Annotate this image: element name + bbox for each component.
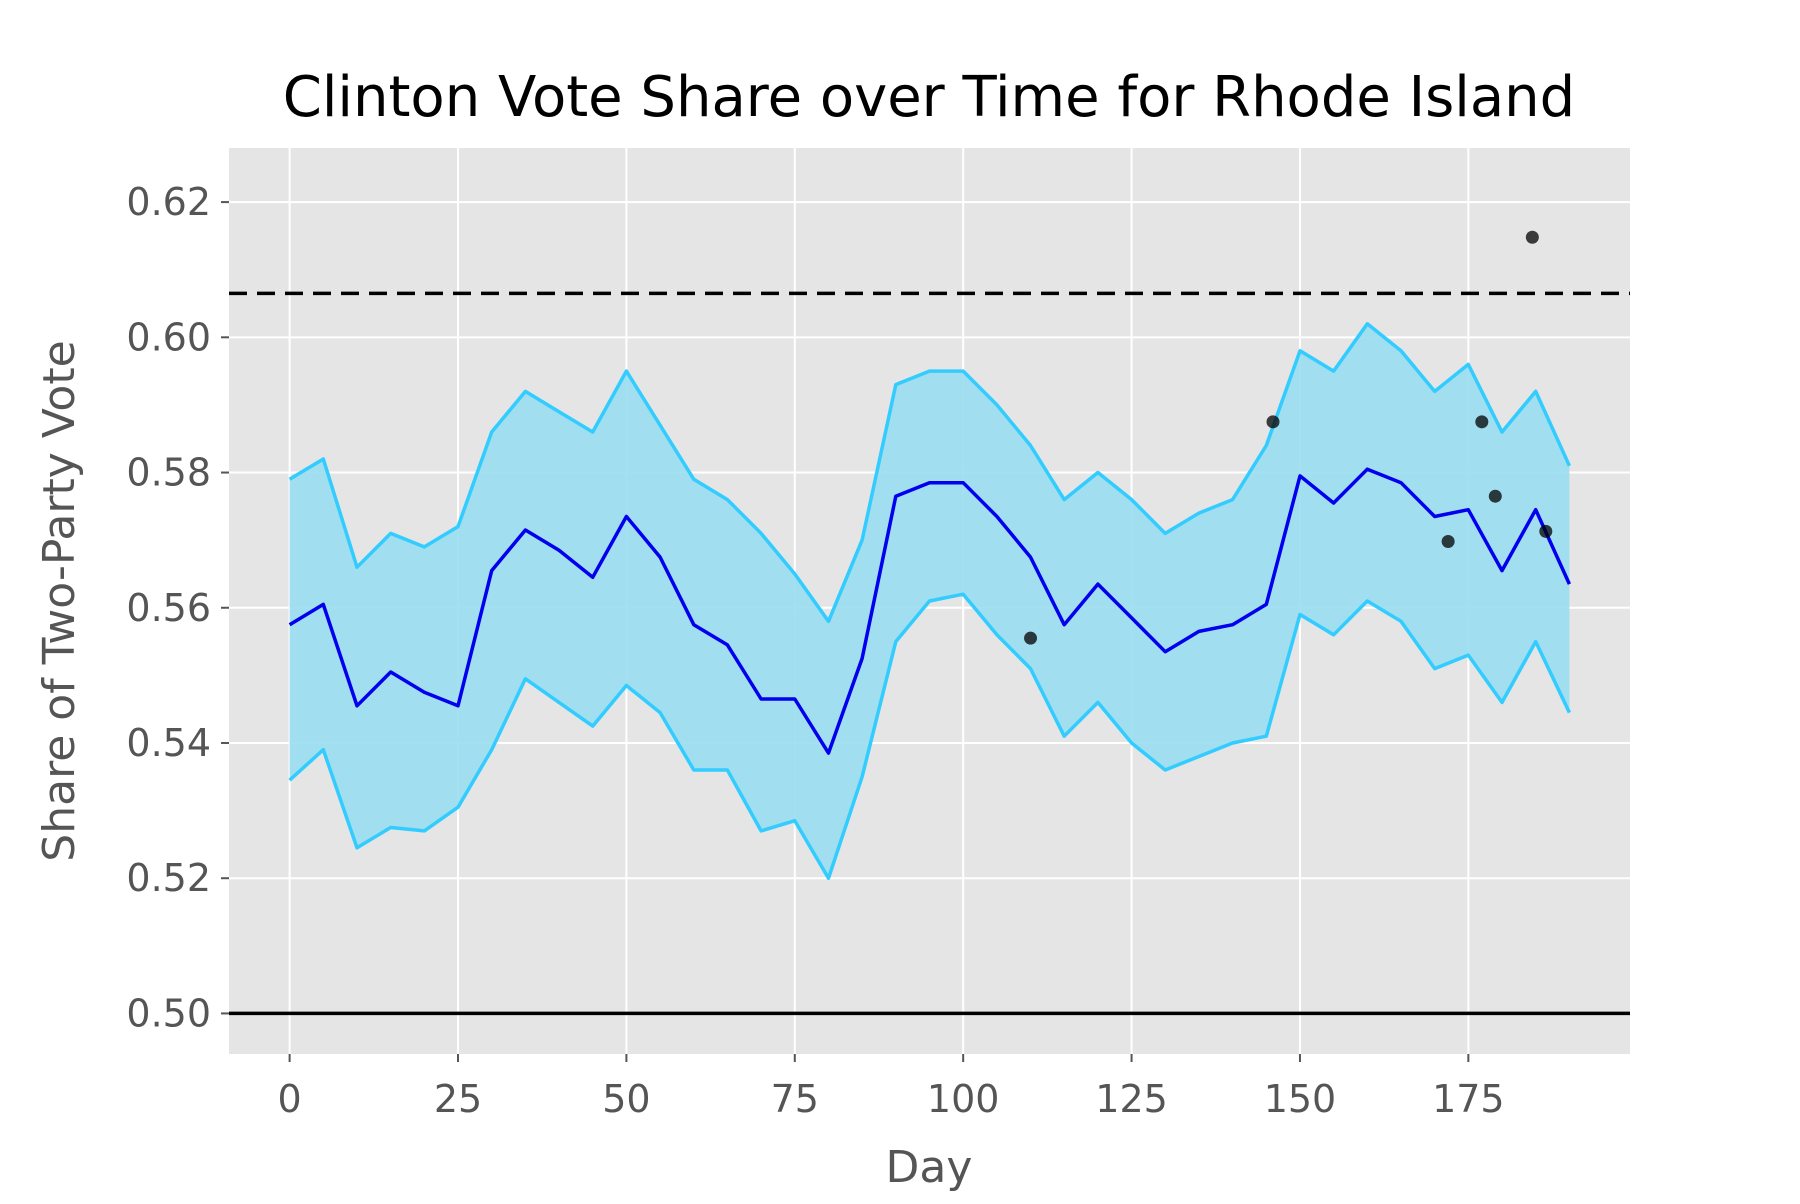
- x-tick-label: 0: [278, 1077, 302, 1121]
- reference-line-layer: [229, 291, 1630, 1016]
- x-tick-label: 100: [927, 1077, 1000, 1121]
- lower-band-line: [288, 592, 1571, 880]
- y-tick-label: 0.58: [126, 451, 211, 495]
- poll-point: [1441, 535, 1455, 549]
- x-axis-label: Day: [886, 1142, 973, 1193]
- y-tick-label: 0.50: [126, 991, 211, 1035]
- confidence-band-layer: [288, 322, 1571, 880]
- y-axis-label: Share of Two-Party Vote: [34, 340, 85, 861]
- poll-point: [1266, 415, 1280, 429]
- y-tick-label: 0.52: [126, 856, 211, 900]
- y-tick-label: 0.56: [126, 586, 211, 630]
- poll-point: [1525, 230, 1539, 244]
- x-tick-label: 75: [771, 1077, 819, 1121]
- x-tick-label: 175: [1432, 1077, 1505, 1121]
- y-tick-label: 0.54: [126, 721, 211, 765]
- upper-band-line: [288, 322, 1571, 624]
- mean-series-line: [288, 467, 1571, 755]
- poll-point-layer: [1024, 230, 1553, 645]
- series-line-layer: [288, 467, 1571, 755]
- x-tick-label: 150: [1264, 1077, 1337, 1121]
- poll-point: [1475, 415, 1489, 429]
- chart-title: Clinton Vote Share over Time for Rhode I…: [283, 65, 1575, 130]
- x-tick-label: 50: [602, 1077, 650, 1121]
- y-tick-label: 0.60: [126, 315, 211, 359]
- poll-point: [1024, 631, 1038, 645]
- poll-point: [1488, 489, 1502, 503]
- y-tick-label: 0.62: [126, 180, 211, 224]
- x-tick-label: 125: [1095, 1077, 1168, 1121]
- x-tick-label: 25: [434, 1077, 482, 1121]
- axis-layer: 0 25 50 75 100 125 150 175 0.50 0.52 0.54 0.56 0.58 0…: [126, 180, 1504, 1121]
- poll-point: [1539, 524, 1553, 538]
